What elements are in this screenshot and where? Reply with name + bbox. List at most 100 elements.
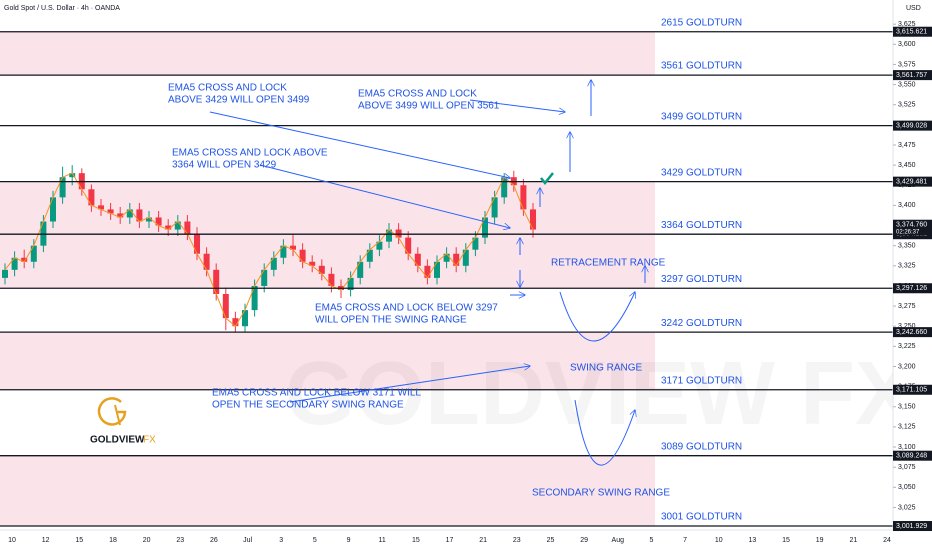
y-tick-label: 3,325	[898, 263, 916, 270]
level-name: 3499 GOLDTURN	[661, 111, 742, 122]
x-tick-label: 18	[109, 537, 117, 544]
x-tick-label: 7	[683, 537, 687, 544]
x-tick-label: 17	[446, 537, 454, 544]
candle-body	[136, 209, 143, 222]
x-tick-label: 10	[715, 537, 723, 544]
y-tick-label: 3,575	[898, 61, 916, 68]
x-tick-label: Aug	[612, 537, 625, 544]
x-tick-label: 3	[279, 537, 283, 544]
level-tag-label: 3,429.481	[896, 178, 927, 185]
level-name: 3561 GOLDTURN	[661, 61, 742, 72]
level-name: 2615 GOLDTURN	[661, 17, 742, 28]
x-tick-label: 26	[210, 537, 218, 544]
annotation: EMA5 CROSS AND LOCK	[168, 83, 287, 94]
y-tick-label: 3,525	[898, 102, 916, 109]
arrows	[209, 80, 645, 466]
y-tick-label: 3,025	[898, 504, 916, 511]
zone	[0, 181, 655, 235]
x-tick-label: 25	[547, 537, 555, 544]
x-tick-label: 11	[379, 537, 386, 544]
level-tag	[893, 70, 932, 81]
y-tick-label: 3,050	[898, 484, 916, 491]
level-tag	[893, 176, 932, 187]
x-tick-label: 19	[816, 537, 824, 544]
candle-body	[347, 277, 354, 290]
candle-body	[280, 245, 287, 258]
candle-body	[155, 217, 162, 226]
candle-body	[213, 269, 220, 294]
level-name: 3242 GOLDTURN	[661, 318, 742, 329]
candle-body	[222, 293, 229, 319]
annotation: EMA5 CROSS AND LOCK BELOW 3297	[315, 303, 498, 314]
level-name: 3297 GOLDTURN	[661, 274, 742, 285]
x-tick-label: 20	[143, 537, 151, 544]
y-tick-label: 3,450	[898, 162, 916, 169]
candle-body	[434, 261, 440, 278]
zone	[0, 31, 655, 76]
y-tick-label: 3,225	[898, 343, 916, 350]
candle-body	[2, 269, 8, 278]
candle-body	[232, 318, 239, 327]
candle-body	[11, 257, 18, 270]
y-tick-label: 3,150	[898, 404, 916, 411]
candle-body	[491, 197, 498, 218]
annotation: WILL OPEN THE SWING RANGE	[315, 315, 467, 326]
x-tick-label: 29	[580, 537, 588, 544]
candle-body	[482, 217, 488, 238]
candle-body	[328, 273, 335, 286]
candle-body	[290, 245, 296, 250]
x-tick-label: 23	[513, 537, 521, 544]
price-axis	[893, 0, 932, 530]
candle-body	[184, 221, 191, 234]
x-tick-label: 9	[347, 537, 351, 544]
x-tick-label: 15	[782, 537, 790, 544]
annotation: EMA5 CROSS AND LOCK ABOVE	[172, 148, 328, 159]
logo: GOLDVIEW FX	[90, 397, 156, 446]
level-tag	[893, 384, 932, 395]
candle-body	[318, 265, 325, 274]
x-tick-label: 15	[412, 537, 420, 544]
x-tick-label: 13	[748, 537, 756, 544]
x-tick-label: 12	[42, 537, 50, 544]
y-tick-label: 3,600	[898, 41, 916, 48]
candle-body	[376, 241, 383, 250]
y-tick-label: 3,275	[898, 303, 916, 310]
last-price: 3,374.760	[896, 222, 927, 229]
level-tag	[893, 283, 932, 294]
zone	[0, 234, 655, 289]
level-tag	[893, 327, 932, 338]
candle-body	[251, 285, 258, 311]
candle-body	[69, 173, 76, 178]
x-tick-label: 5	[649, 537, 653, 544]
candle-body	[357, 261, 364, 278]
candle-body	[261, 269, 268, 286]
candle-body	[270, 257, 277, 270]
level-tag-label: 3,499.028	[896, 122, 927, 129]
y-tick-label: 3,475	[898, 142, 916, 149]
level-tag-label: 3,561.757	[896, 72, 927, 79]
annotation: SWING RANGE	[570, 363, 643, 374]
candle-body	[530, 209, 536, 230]
level-tag	[893, 521, 932, 532]
annotation: EMA5 CROSS AND LOCK BELOW 3171 WILL	[212, 388, 421, 399]
candle-body	[462, 249, 469, 266]
annotation: EMA5 CROSS AND LOCK	[358, 89, 477, 100]
candle-body	[174, 221, 181, 230]
x-tick-label: 5	[313, 537, 317, 544]
x-tick-label: 21	[479, 537, 487, 544]
logo-suffix: FX	[143, 435, 156, 446]
y-tick-label: 3,625	[898, 21, 916, 28]
level-tag-label: 3,171.105	[896, 387, 927, 394]
level-name: 3429 GOLDTURN	[661, 167, 742, 178]
level-tag	[893, 26, 932, 37]
y-tick-label: 3,200	[898, 363, 916, 370]
currency: USD	[906, 5, 921, 12]
annotation: SECONDARY SWING RANGE	[532, 488, 670, 499]
candle-body	[443, 253, 450, 262]
annotation: 3364 WILL OPEN 3429	[172, 160, 277, 171]
annotation: ABOVE 3499 WILL OPEN 3561	[358, 101, 500, 112]
y-tick-label: 3,100	[898, 444, 916, 451]
candle-body	[146, 217, 152, 222]
chart-title: Gold Spot / U.S. Dollar · 4h · OANDA	[4, 5, 120, 12]
level-name: 3171 GOLDTURN	[661, 375, 742, 386]
